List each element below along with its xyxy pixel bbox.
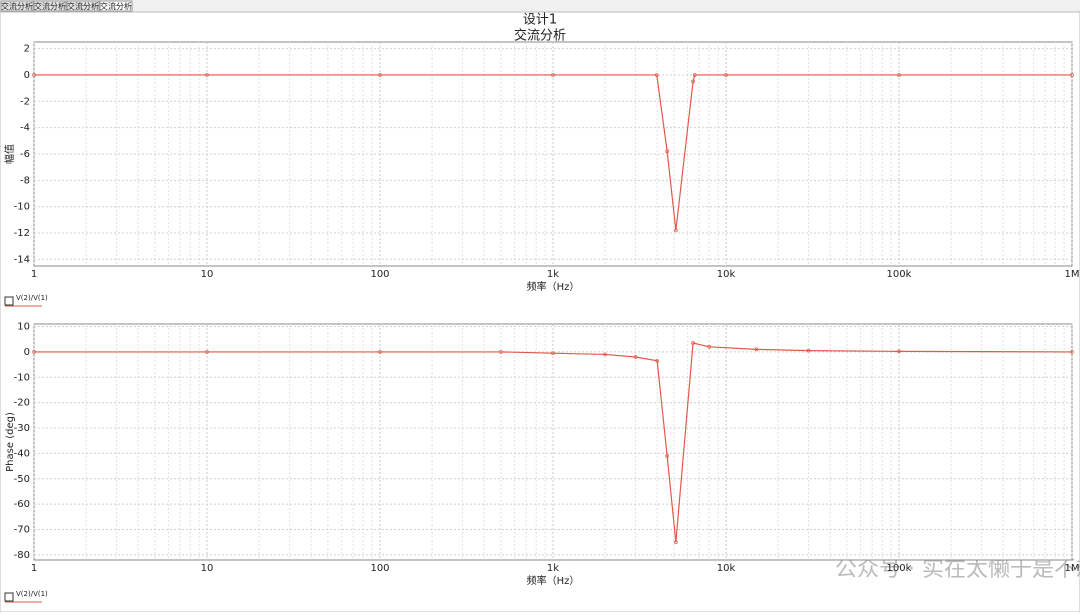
y-tick-label: -40 xyxy=(14,448,30,459)
series-line xyxy=(34,342,1073,543)
x-tick-label: 100 xyxy=(370,563,389,574)
x-tick-label: 1 xyxy=(31,269,37,280)
tab-label: 交流分析 xyxy=(34,1,66,11)
chart-title: 设计1 xyxy=(523,13,557,28)
y-tick-label: 2 xyxy=(24,44,30,55)
y-tick-label: -6 xyxy=(20,149,30,160)
x-tick-label: 10k xyxy=(717,563,736,574)
y-tick-label: -60 xyxy=(14,499,30,510)
x-tick-label: 100k xyxy=(887,269,912,280)
y-tick-label: -2 xyxy=(20,96,30,107)
legend-label: V(2)/V(1) xyxy=(16,590,48,598)
data-point xyxy=(655,358,660,363)
x-tick-label: 1M xyxy=(1065,563,1080,574)
data-point xyxy=(707,344,712,349)
data-point xyxy=(897,349,901,354)
data-point xyxy=(378,350,382,354)
data-point xyxy=(674,228,678,233)
data-point xyxy=(603,352,607,357)
tab-label: 交流分析 xyxy=(67,1,99,11)
chart-subtitle: 交流分析 xyxy=(514,28,566,44)
data-point xyxy=(205,350,209,354)
x-axis-title: 频率（Hz） xyxy=(527,574,580,587)
tab-label: 交流分析 xyxy=(100,1,132,11)
x-tick-label: 1k xyxy=(547,269,559,280)
data-point xyxy=(499,350,503,354)
data-point xyxy=(691,79,695,84)
legend-checkbox[interactable] xyxy=(4,592,14,602)
y-axis-title: Phase (deg) xyxy=(5,412,16,472)
series-line xyxy=(34,74,1072,231)
data-point xyxy=(32,350,36,354)
data-point xyxy=(205,73,209,77)
tab[interactable] xyxy=(66,0,100,12)
x-tick-label: 10 xyxy=(201,563,214,574)
data-point xyxy=(692,73,697,77)
x-tick-label: 1M xyxy=(1065,269,1080,280)
legend-label: V(2)/V(1) xyxy=(16,294,48,302)
x-tick-label: 100 xyxy=(370,269,389,280)
data-point xyxy=(724,73,728,77)
data-point xyxy=(1070,73,1074,77)
data-point xyxy=(806,348,811,353)
data-point xyxy=(897,73,901,77)
y-tick-label: -10 xyxy=(14,372,30,383)
y-tick-label: -50 xyxy=(14,474,30,485)
data-point xyxy=(1070,350,1074,354)
watermark: 公众号 · 实在太懒于是不想取名 xyxy=(835,557,1080,582)
data-point xyxy=(754,347,759,352)
legend-checkbox[interactable] xyxy=(4,296,14,306)
data-point xyxy=(551,351,555,356)
tab[interactable] xyxy=(33,0,67,12)
data-point xyxy=(654,73,659,77)
data-point xyxy=(674,540,678,545)
x-tick-label: 1k xyxy=(547,563,559,574)
y-tick-label: 0 xyxy=(24,347,30,358)
y-tick-label: -10 xyxy=(14,202,30,213)
tab[interactable] xyxy=(99,0,133,12)
y-tick-label: -4 xyxy=(20,123,30,134)
data-point xyxy=(691,341,695,345)
data-point xyxy=(551,73,555,77)
x-tick-label: 10 xyxy=(201,269,214,280)
y-tick-label: -12 xyxy=(14,228,30,239)
x-tick-label: 1 xyxy=(31,563,37,574)
data-point xyxy=(378,73,382,77)
y-tick-label: -30 xyxy=(14,423,30,434)
data-point xyxy=(665,454,670,458)
y-tick-label: 10 xyxy=(17,322,30,333)
y-axis-title: 幅值 xyxy=(3,144,16,164)
tab-label: 交流分析 xyxy=(1,1,33,11)
y-tick-label: -80 xyxy=(14,550,30,561)
y-tick-label: -20 xyxy=(14,398,30,409)
x-axis-title: 频率（Hz） xyxy=(527,280,580,293)
y-tick-label: -70 xyxy=(14,525,30,536)
tab[interactable] xyxy=(0,0,34,12)
data-point xyxy=(665,149,670,154)
data-point xyxy=(633,355,638,359)
y-tick-label: -14 xyxy=(14,254,30,265)
data-point xyxy=(32,73,36,77)
y-tick-label: -8 xyxy=(20,175,30,186)
y-tick-label: 0 xyxy=(24,70,30,81)
x-tick-label: 10k xyxy=(717,269,736,280)
x-tick-label: 100k xyxy=(887,563,912,574)
